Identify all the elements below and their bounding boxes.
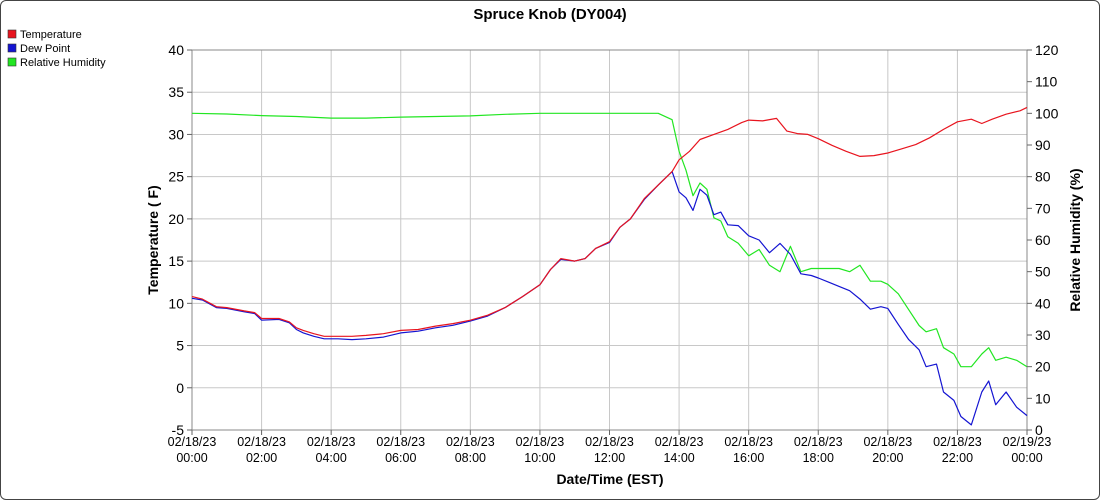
x-tick-date: 02/18/23 bbox=[724, 435, 773, 449]
left-tick-label: 5 bbox=[176, 338, 184, 354]
legend-label: Relative Humidity bbox=[20, 57, 106, 69]
left-tick-label: 40 bbox=[168, 42, 184, 58]
legend-label: Temperature bbox=[20, 29, 82, 41]
x-tick-date: 02/18/23 bbox=[237, 435, 286, 449]
right-tick-label: 40 bbox=[1035, 295, 1051, 311]
right-tick-label: 50 bbox=[1035, 264, 1051, 280]
legend-swatch bbox=[7, 57, 17, 67]
right-tick-label: 90 bbox=[1035, 137, 1051, 153]
series-layer bbox=[191, 106, 1028, 426]
right-tick-label: 110 bbox=[1035, 74, 1058, 90]
x-tick-date: 02/18/23 bbox=[933, 435, 982, 449]
series-line-temperature bbox=[191, 106, 1028, 337]
left-tick-label: 35 bbox=[168, 84, 184, 100]
right-tick-label: 20 bbox=[1035, 359, 1051, 375]
left-tick-label: 0 bbox=[176, 380, 184, 396]
x-tick-time: 20:00 bbox=[872, 451, 903, 465]
legend-label: Dew Point bbox=[20, 43, 70, 55]
right-tick-label: 60 bbox=[1035, 232, 1051, 248]
legend: Temperature Dew Point Relative Humidity bbox=[7, 29, 106, 69]
right-tick-label: 30 bbox=[1035, 327, 1051, 343]
right-tick-label: 10 bbox=[1035, 390, 1051, 406]
legend-swatch bbox=[7, 43, 17, 53]
x-axis-ticks: 02/18/23 00:00 02/18/23 02:00 02/18/23 04:00 0… bbox=[168, 430, 1052, 465]
x-tick-date: 02/18/23 bbox=[794, 435, 843, 449]
right-axis-ticks: 0 10 20 30 40 50 60 70 80 90 100 110 120 bbox=[1027, 42, 1059, 438]
x-tick-date: 02/18/23 bbox=[446, 435, 495, 449]
grid-lines bbox=[191, 49, 1028, 431]
x-tick-time: 18:00 bbox=[803, 451, 834, 465]
x-tick-date: 02/18/23 bbox=[655, 435, 704, 449]
left-axis-ticks: -5 0 5 10 15 20 25 30 35 40 bbox=[168, 42, 192, 438]
left-tick-label: 30 bbox=[168, 126, 184, 142]
chart-title: Spruce Knob (DY004) bbox=[473, 6, 626, 23]
left-tick-label: 10 bbox=[168, 295, 184, 311]
left-tick-label: 25 bbox=[168, 169, 184, 185]
x-tick-date: 02/18/23 bbox=[863, 435, 912, 449]
x-axis-title: Date/Time (EST) bbox=[556, 471, 663, 487]
left-tick-label: -5 bbox=[172, 422, 185, 438]
x-tick-time: 14:00 bbox=[663, 451, 694, 465]
right-tick-label: 0 bbox=[1035, 422, 1043, 438]
right-tick-label: 80 bbox=[1035, 169, 1051, 185]
x-tick-time: 08:00 bbox=[455, 451, 486, 465]
x-tick-date: 02/19/23 bbox=[1003, 435, 1052, 449]
right-tick-label: 100 bbox=[1035, 105, 1059, 121]
x-tick-time: 02:00 bbox=[246, 451, 277, 465]
x-tick-date: 02/18/23 bbox=[585, 435, 634, 449]
series-line-relative-humidity bbox=[191, 112, 1028, 368]
x-tick-time: 12:00 bbox=[594, 451, 625, 465]
x-tick-time: 00:00 bbox=[1011, 451, 1042, 465]
x-tick-date: 02/18/23 bbox=[376, 435, 425, 449]
right-tick-label: 70 bbox=[1035, 200, 1051, 216]
right-axis-title: Relative Humidity (%) bbox=[1067, 168, 1083, 311]
x-tick-time: 10:00 bbox=[524, 451, 555, 465]
x-tick-time: 16:00 bbox=[733, 451, 764, 465]
x-tick-date: 02/18/23 bbox=[307, 435, 356, 449]
x-tick-date: 02/18/23 bbox=[516, 435, 565, 449]
right-tick-label: 120 bbox=[1035, 42, 1059, 58]
x-tick-date: 02/18/23 bbox=[168, 435, 217, 449]
x-tick-time: 22:00 bbox=[942, 451, 973, 465]
left-tick-label: 20 bbox=[168, 211, 184, 227]
series-line-dew-point bbox=[191, 171, 1028, 426]
left-tick-label: 15 bbox=[168, 253, 184, 269]
left-axis-title: Temperature ( F) bbox=[145, 185, 161, 294]
x-tick-time: 00:00 bbox=[176, 451, 207, 465]
x-tick-time: 06:00 bbox=[385, 451, 416, 465]
x-tick-time: 04:00 bbox=[316, 451, 347, 465]
legend-swatch bbox=[7, 29, 17, 39]
